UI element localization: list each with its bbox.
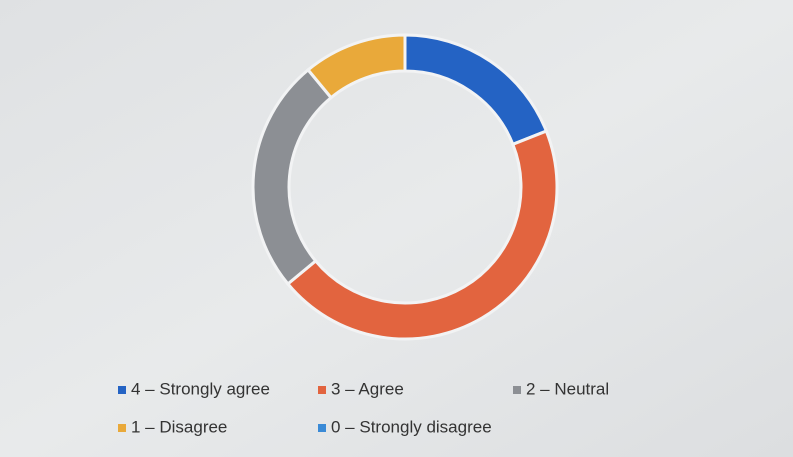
legend-label: 0 – Strongly disagree	[331, 417, 492, 436]
legend-swatch	[318, 424, 326, 432]
legend-label: 2 – Neutral	[526, 379, 609, 398]
legend-label: 4 – Strongly agree	[131, 379, 270, 398]
legend-swatch	[318, 386, 326, 394]
legend-swatch	[118, 386, 126, 394]
legend-swatch	[118, 424, 126, 432]
donut-segment	[285, 129, 559, 341]
legend-label: 3 – Agree	[331, 379, 404, 398]
legend-label: 1 – Disagree	[131, 417, 227, 436]
legend-swatch	[513, 386, 521, 394]
